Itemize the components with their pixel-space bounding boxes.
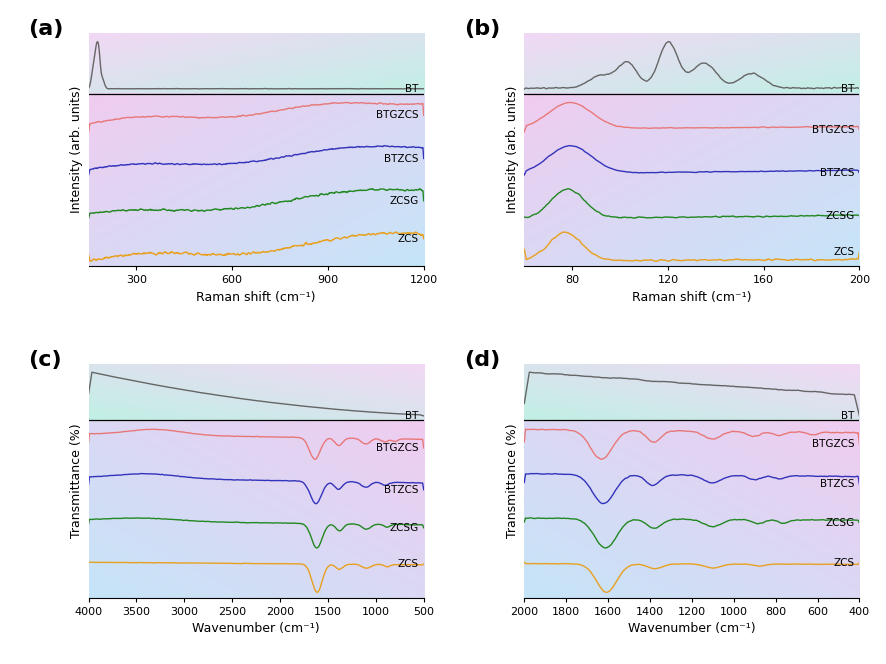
Text: ZCS: ZCS <box>398 234 419 244</box>
Text: (c): (c) <box>28 351 62 371</box>
Text: ZCSG: ZCSG <box>390 196 419 206</box>
Text: (b): (b) <box>464 19 501 39</box>
Text: BT: BT <box>405 84 419 94</box>
Text: ZCS: ZCS <box>833 247 854 257</box>
Text: BTGZCS: BTGZCS <box>376 110 419 120</box>
Text: ZCS: ZCS <box>833 558 854 568</box>
Text: BT: BT <box>405 411 419 421</box>
Y-axis label: Transmittance (%): Transmittance (%) <box>506 424 518 539</box>
Y-axis label: Intensity (arb. units): Intensity (arb. units) <box>70 86 83 214</box>
X-axis label: Wavenumber (cm⁻¹): Wavenumber (cm⁻¹) <box>192 622 320 635</box>
Text: BTZCS: BTZCS <box>385 485 419 495</box>
Text: BTZCS: BTZCS <box>385 153 419 163</box>
Text: BTGZCS: BTGZCS <box>812 439 854 449</box>
Text: (d): (d) <box>464 351 501 371</box>
Text: ZCSG: ZCSG <box>825 211 854 221</box>
Text: BTZCS: BTZCS <box>820 479 854 489</box>
Y-axis label: Intensity (arb. units): Intensity (arb. units) <box>506 86 518 214</box>
Text: ZCSG: ZCSG <box>390 523 419 533</box>
Text: BT: BT <box>841 411 854 421</box>
Y-axis label: Transmittance (%): Transmittance (%) <box>70 424 83 539</box>
X-axis label: Wavenumber (cm⁻¹): Wavenumber (cm⁻¹) <box>628 622 756 635</box>
Text: BTGZCS: BTGZCS <box>376 443 419 453</box>
X-axis label: Raman shift (cm⁻¹): Raman shift (cm⁻¹) <box>632 291 751 304</box>
Text: (a): (a) <box>28 19 64 39</box>
Text: BTGZCS: BTGZCS <box>812 125 854 135</box>
X-axis label: Raman shift (cm⁻¹): Raman shift (cm⁻¹) <box>197 291 316 304</box>
Text: BT: BT <box>841 84 854 94</box>
Text: ZCS: ZCS <box>398 559 419 569</box>
Text: BTZCS: BTZCS <box>820 168 854 178</box>
Text: ZCSG: ZCSG <box>825 518 854 528</box>
